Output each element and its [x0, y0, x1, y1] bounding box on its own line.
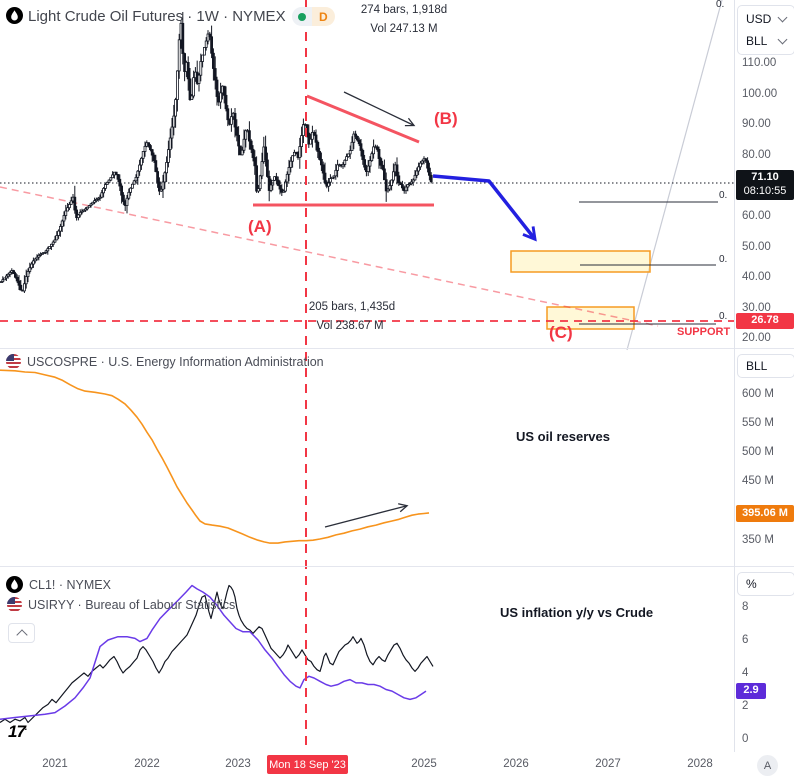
price-axis-label: 60.00 [742, 210, 771, 222]
reserves-unit-button[interactable]: BLL [737, 354, 794, 378]
range2-measure-bars: 205 bars, 1,435d [308, 301, 396, 313]
chevron-down-icon [777, 34, 788, 45]
crude-symbol-row[interactable]: CL1! · NYMEX [6, 576, 111, 593]
reserves-value-badge: 395.06 M [736, 505, 794, 522]
wave-label-b[interactable]: (B) [434, 109, 458, 128]
measure-arrow-b[interactable] [343, 91, 416, 127]
us-flag-icon [6, 354, 21, 369]
time-axis-year-label: 2022 [134, 758, 160, 770]
inflation-symbol-label: USIRYY · Bureau of Labour Statistics [28, 597, 236, 612]
time-axis-year-label: 2021 [42, 758, 68, 770]
reserves-axis-label: 550 M [742, 417, 774, 429]
pane-separator-2[interactable] [0, 566, 794, 567]
projection-line[interactable] [626, 0, 723, 351]
reserves-rise-arrow[interactable] [324, 503, 409, 528]
inflation-axis-label: 4 [742, 667, 749, 679]
last-price-value: 71.10 [751, 171, 779, 184]
reserves-symbol-label: USCOSPRE · U.S. Energy Information Admin… [27, 354, 324, 369]
fib-level-label: 0. [719, 311, 728, 322]
reserves-axis-label: 450 M [742, 475, 774, 487]
support-price-badge: 26.78 [736, 313, 794, 329]
support-label[interactable]: SUPPORT [677, 326, 731, 338]
currency-select[interactable]: USD [738, 8, 794, 30]
unit-select[interactable]: BLL [738, 30, 794, 52]
wave-label-c[interactable]: (C) [549, 323, 573, 342]
chevron-up-icon [15, 629, 28, 641]
market-status-dot-wrap [292, 7, 312, 26]
reserves-axis-label: 350 M [742, 534, 774, 546]
inflation-axis-label: 6 [742, 634, 749, 646]
price-axis-label: 20.00 [742, 332, 771, 344]
longterm-trendline[interactable] [0, 186, 659, 327]
inflation-symbol-row[interactable]: USIRYY · Bureau of Labour Statistics [7, 597, 235, 612]
interval-badge[interactable]: D [312, 7, 335, 26]
crude-overlay-line [0, 584, 434, 724]
pane-collapse-button[interactable] [8, 623, 35, 643]
time-axis-year-label: 2025 [411, 758, 437, 770]
market-open-dot [298, 12, 306, 21]
tradingview-logo[interactable]: 17. [8, 722, 27, 741]
last-price-badge: 71.10 08:10:55 [736, 170, 794, 200]
price-axis-label: 50.00 [742, 241, 771, 253]
interval-status-pill[interactable]: D [292, 7, 335, 26]
price-axis-label: 40.00 [742, 271, 771, 283]
event-date-badge[interactable]: Mon 18 Sep '23 [267, 755, 348, 774]
crude-symbol-label: CL1! · NYMEX [29, 577, 111, 592]
candlestick-series [0, 11, 433, 293]
countdown-timer: 08:10:55 [743, 185, 787, 197]
reserves-line [0, 369, 430, 544]
reserves-note: US oil reserves [516, 429, 610, 444]
wave-label-a[interactable]: (A) [248, 217, 272, 236]
inflation-value-badge: 2.9 [736, 683, 766, 699]
inflation-unit-label: % [746, 577, 757, 591]
inflation-axis-label: 2 [742, 700, 749, 712]
price-axis-label: 90.00 [742, 118, 771, 130]
fib-level-label: 0. [719, 190, 728, 201]
range-measure-volume: Vol 247.13 M [370, 23, 438, 35]
symbol-icon-oil [6, 7, 23, 24]
inflation-note: US inflation y/y vs Crude [500, 605, 654, 620]
inflation-axis-label: 8 [742, 601, 749, 613]
projection-arrow[interactable] [432, 174, 537, 242]
fib-level-label: 0. [716, 0, 725, 10]
reserves-axis-label: 500 M [742, 446, 774, 458]
time-axis-year-label: 2023 [225, 758, 251, 770]
chart-canvas[interactable] [0, 0, 794, 752]
reserves-unit-label: BLL [746, 359, 768, 373]
corrective-trendline-b[interactable] [306, 94, 420, 144]
axis-unit-selector: USD BLL [737, 5, 794, 55]
time-axis-year-label: 2028 [687, 758, 713, 770]
time-axis[interactable] [0, 752, 794, 778]
price-axis-border [734, 0, 735, 778]
price-axis-label: 110.00 [742, 57, 777, 69]
inflation-unit-button[interactable]: % [737, 572, 794, 596]
us-flag-icon [7, 597, 22, 612]
time-axis-year-label: 2027 [595, 758, 621, 770]
reserves-symbol-row[interactable]: USCOSPRE · U.S. Energy Information Admin… [6, 354, 324, 369]
target-zone-1[interactable] [510, 250, 651, 273]
inflation-line [0, 584, 427, 720]
price-axis-label: 80.00 [742, 149, 771, 161]
fib-level-label: 0. [719, 254, 728, 265]
pane-separator-1[interactable] [0, 348, 794, 349]
currency-select-label: USD [746, 12, 772, 26]
unit-select-label: BLL [746, 34, 768, 48]
range-measure-bars: 274 bars, 1,918d [360, 4, 448, 16]
symbol-title[interactable]: Light Crude Oil Futures · 1W · NYMEX [28, 8, 286, 25]
range2-measure-volume: Vol 238.67 M [316, 320, 384, 332]
price-axis-label: 30.00 [742, 302, 771, 314]
reserves-axis-label: 600 M [742, 388, 774, 400]
symbol-icon-oil [6, 576, 23, 593]
auto-scale-button[interactable]: A [757, 755, 778, 776]
price-axis-label: 100.00 [742, 88, 778, 100]
inflation-axis-label: 0 [742, 733, 749, 745]
chevron-down-icon [777, 12, 788, 23]
time-axis-year-label: 2026 [503, 758, 529, 770]
